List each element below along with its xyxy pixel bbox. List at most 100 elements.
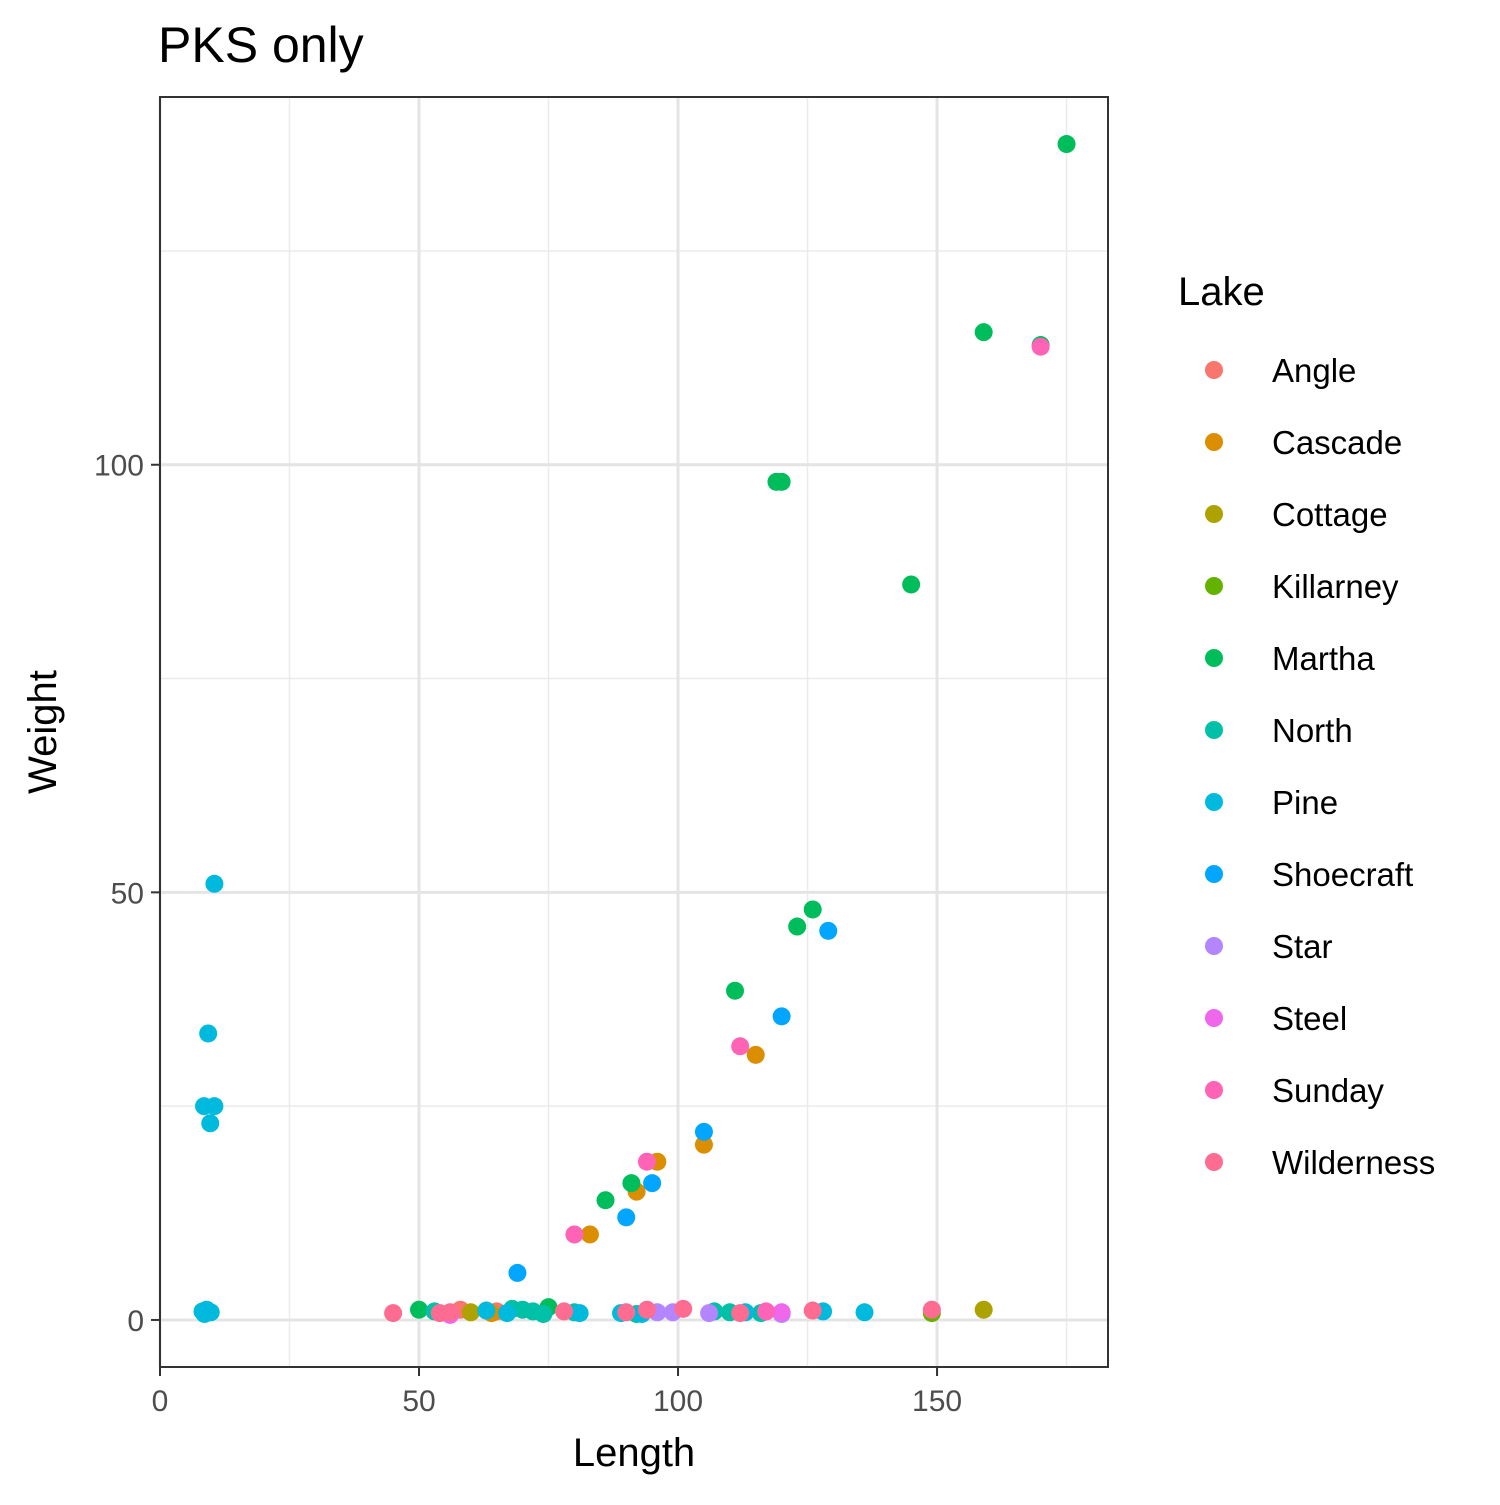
data-point [580,1225,599,1244]
legend-item-shoecraft: Shoecraft [1205,856,1413,893]
data-point [1031,337,1050,356]
data-point [201,1114,220,1133]
legend-label: North [1272,712,1353,749]
legend-item-sunday: Sunday [1205,1072,1384,1109]
legend-key [1205,1009,1223,1027]
plot-panel [160,97,1108,1367]
data-point [746,1045,765,1064]
x-tick-label: 100 [653,1385,703,1418]
data-point [498,1304,517,1323]
data-point [726,981,745,1000]
legend-key [1205,505,1223,523]
legend-label: Cottage [1272,496,1388,533]
legend-label: Wilderness [1272,1144,1435,1181]
legend-key [1205,433,1223,451]
series-shoecraft [508,921,838,1282]
series-cottage [461,1300,993,1322]
legend-label: Cascade [1272,424,1402,461]
y-tick-label: 0 [127,1305,144,1338]
legend-item-pine: Pine [1205,784,1338,821]
data-point [788,917,807,936]
data-point [731,1037,750,1056]
legend-item-star: Star [1205,928,1333,965]
legend: Lake Angle Cascade Cottage Killarney Martha N… [1178,270,1435,1181]
series-wilderness [384,1299,941,1323]
legend-label: Martha [1272,640,1375,677]
legend-item-martha: Martha [1205,640,1375,677]
data-point [384,1304,403,1323]
data-point [555,1302,574,1321]
x-tick-label: 0 [152,1385,169,1418]
data-point [461,1303,480,1322]
data-point [441,1303,460,1322]
legend-label: Sunday [1272,1072,1384,1109]
data-point [534,1304,553,1323]
legend-key [1205,361,1223,379]
y-tick-label: 100 [94,450,144,483]
data-point [205,1097,224,1116]
data-point [974,323,993,342]
series-sunday [565,337,1050,1321]
x-axis-title: Length [573,1431,695,1475]
data-point [855,1303,874,1322]
legend-item-killarney: Killarney [1205,568,1399,605]
data-point [700,1304,719,1323]
data-point [637,1300,656,1319]
legend-key [1205,865,1223,883]
data-point [596,1191,615,1210]
legend-label: Star [1272,928,1333,965]
legend-key [1205,793,1223,811]
x-tick-label: 150 [912,1385,962,1418]
y-axis-title: Weight [21,670,65,794]
data-point [199,1024,218,1043]
x-axis-ticks: 0 50 100 150 [152,1367,962,1418]
y-axis-ticks: 0 50 100 [94,450,160,1338]
data-point [617,1208,636,1227]
data-point [757,1302,776,1321]
legend-key [1205,649,1223,667]
legend-item-wilderness: Wilderness [1205,1144,1435,1181]
legend-label: Killarney [1272,568,1399,605]
data-point [772,472,791,491]
legend-item-north: North [1205,712,1353,749]
data-point [570,1304,589,1323]
data-point [205,874,224,893]
x-tick-label: 50 [402,1385,435,1418]
legend-key [1205,1153,1223,1171]
panel-border [159,96,1109,1368]
legend-label: Angle [1272,352,1356,389]
legend-item-steel: Steel [1205,1000,1347,1037]
data-point [922,1300,941,1319]
legend-label: Pine [1272,784,1338,821]
data-point [974,1300,993,1319]
legend-key [1205,1081,1223,1099]
data-point [565,1225,584,1244]
legend-label: Steel [1272,1000,1347,1037]
grid-layer [158,97,1108,1367]
data-point [772,1007,791,1026]
data-point [477,1301,496,1320]
legend-label: Shoecraft [1272,856,1413,893]
data-point [674,1299,693,1318]
data-point [643,1174,662,1193]
data-point [694,1135,713,1154]
data-point [410,1300,429,1319]
legend-item-cascade: Cascade [1205,424,1402,461]
y-tick-label: 50 [111,877,144,910]
legend-key [1205,937,1223,955]
legend-title: Lake [1178,270,1265,314]
chart-title: PKS only [158,17,364,73]
legend-key [1205,721,1223,739]
data-point [902,575,921,594]
legend-key [1205,577,1223,595]
data-point [803,900,822,919]
data-point [819,921,838,940]
data-point [1057,135,1076,154]
legend-item-cottage: Cottage [1205,496,1388,533]
data-point [637,1152,656,1171]
data-point [617,1303,636,1322]
legend-item-angle: Angle [1205,352,1356,389]
data-point [772,1303,791,1322]
data-point [508,1263,527,1282]
